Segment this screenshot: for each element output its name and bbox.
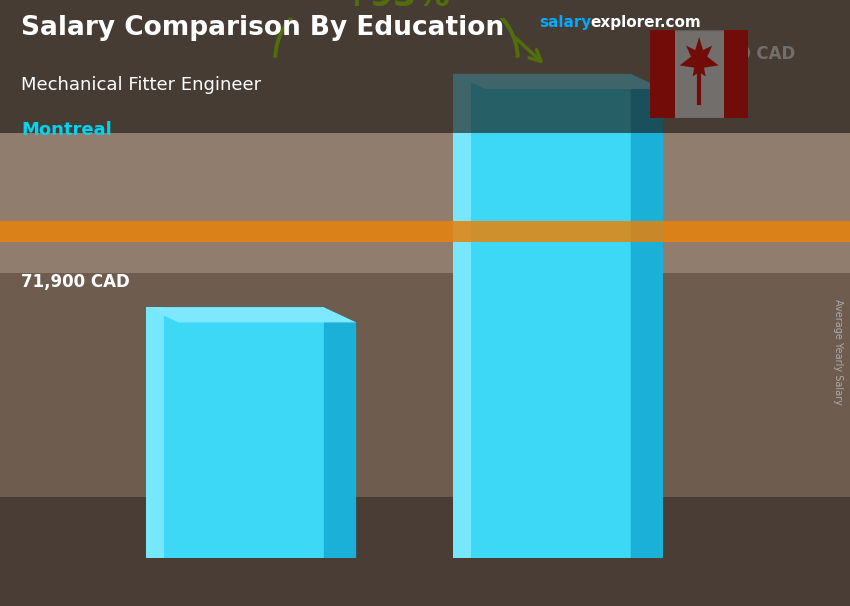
Bar xyxy=(650,30,675,118)
Text: +93%: +93% xyxy=(343,0,450,13)
Text: 71,900 CAD: 71,900 CAD xyxy=(21,273,130,291)
Polygon shape xyxy=(146,307,164,558)
Polygon shape xyxy=(146,307,324,558)
Polygon shape xyxy=(453,74,471,558)
Text: Mechanical Fitter Engineer: Mechanical Fitter Engineer xyxy=(21,76,262,94)
Text: 139,000 CAD: 139,000 CAD xyxy=(675,45,796,63)
Polygon shape xyxy=(631,74,663,573)
Text: Montreal: Montreal xyxy=(21,121,112,139)
Text: salary: salary xyxy=(540,15,592,30)
Polygon shape xyxy=(146,307,356,322)
Bar xyxy=(723,30,748,118)
Text: Salary Comparison By Education: Salary Comparison By Education xyxy=(21,15,504,41)
Polygon shape xyxy=(453,74,663,89)
Text: explorer.com: explorer.com xyxy=(591,15,701,30)
Polygon shape xyxy=(680,37,718,76)
Polygon shape xyxy=(324,307,356,573)
Text: Average Yearly Salary: Average Yearly Salary xyxy=(833,299,843,404)
Polygon shape xyxy=(453,74,631,558)
